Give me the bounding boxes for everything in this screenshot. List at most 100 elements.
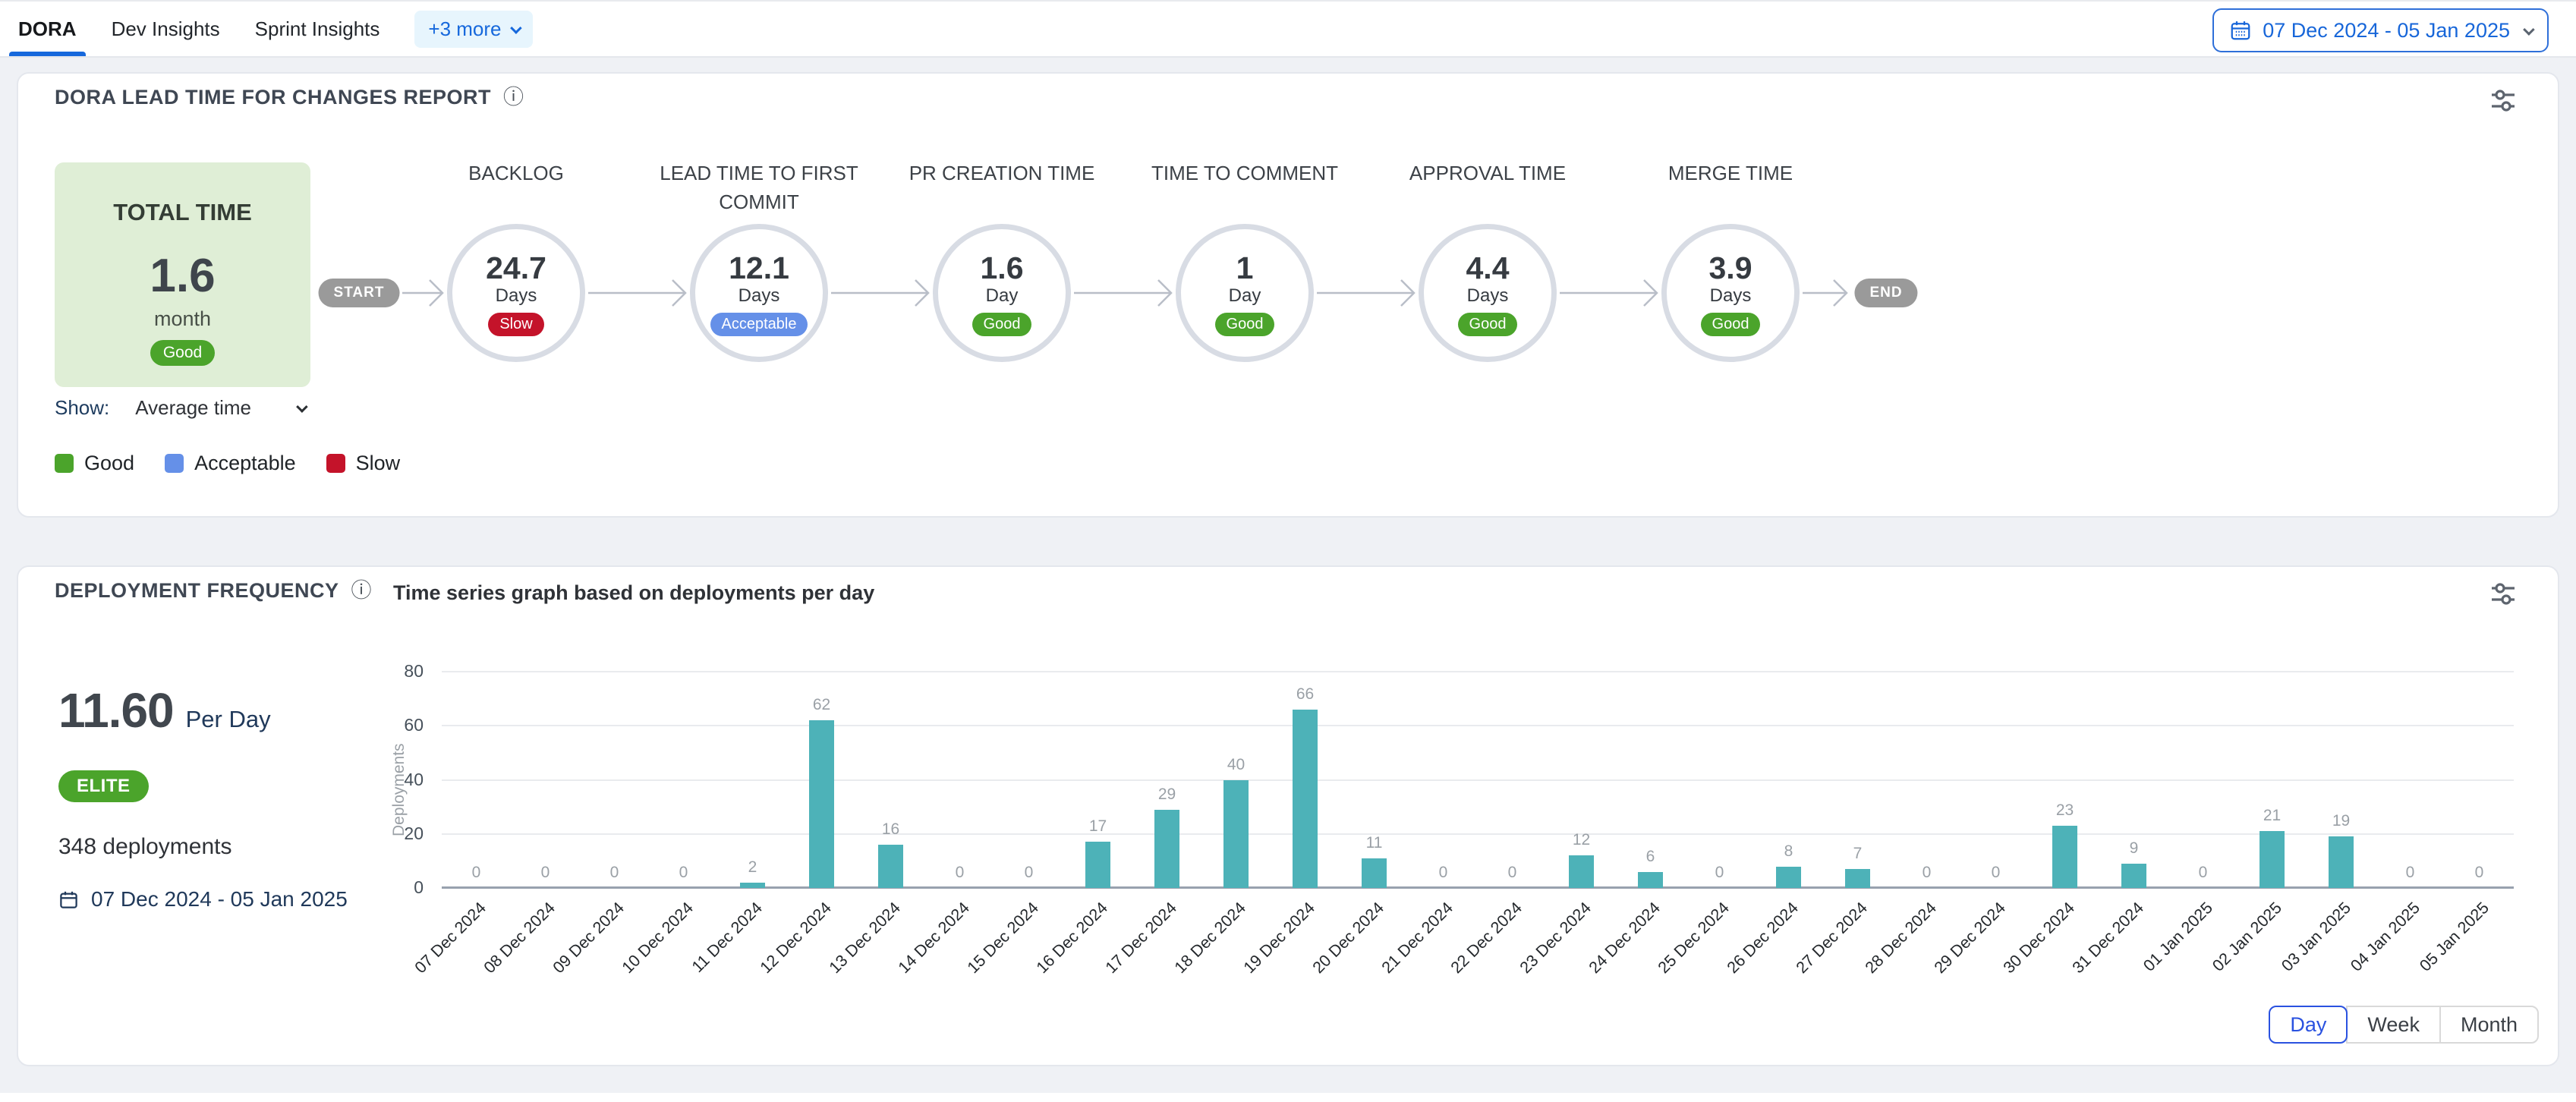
legend-swatch-icon bbox=[55, 454, 74, 473]
stage-unit: Days bbox=[738, 285, 780, 306]
stage-status-badge: Good bbox=[1457, 312, 1518, 336]
granularity-week-button[interactable]: Week bbox=[2346, 1006, 2441, 1044]
bar-value-label: 9 bbox=[2129, 839, 2139, 857]
deployment-total: 348 deployments bbox=[58, 834, 232, 859]
bar-value-label: 21 bbox=[2263, 807, 2282, 825]
show-metric-select[interactable]: Show: Average time bbox=[55, 396, 308, 420]
tab-dev-insights[interactable]: Dev Insights bbox=[111, 17, 220, 40]
flow-end-pill: END bbox=[1854, 279, 1918, 307]
deployment-rate-value: 11.60 bbox=[58, 683, 175, 738]
deployment-bar bbox=[740, 882, 765, 888]
deployment-bar bbox=[1293, 709, 1318, 888]
bar-value-label: 7 bbox=[1853, 845, 1863, 863]
lead-time-card-title: DORA LEAD TIME FOR CHANGES REPORT bbox=[55, 86, 492, 109]
deployment-card-header: DEPLOYMENT FREQUENCY ⓘ bbox=[55, 579, 372, 603]
y-axis-tick-label: 20 bbox=[404, 823, 424, 843]
bar-value-label: 0 bbox=[1991, 864, 2001, 881]
info-icon[interactable]: ⓘ bbox=[351, 579, 372, 602]
deployment-bar bbox=[1638, 871, 1663, 888]
info-icon[interactable]: ⓘ bbox=[503, 86, 524, 109]
legend-swatch-icon bbox=[165, 454, 184, 473]
footer-strip bbox=[0, 1093, 2576, 1102]
x-axis-tick-label: 22 Dec 2024 bbox=[1447, 899, 1526, 978]
bar-value-label: 8 bbox=[1784, 842, 1793, 860]
total-time-tile: TOTAL TIME 1.6 month Good bbox=[55, 162, 310, 387]
more-tabs-button[interactable]: +3 more bbox=[414, 10, 533, 48]
status-legend: Good Acceptable Slow bbox=[55, 452, 400, 475]
stage-name: BACKLOG bbox=[468, 162, 564, 184]
stage-circle: 24.7 Days Slow bbox=[447, 224, 585, 362]
bar-value-label: 0 bbox=[955, 864, 965, 881]
x-axis-tick-label: 26 Dec 2024 bbox=[1723, 899, 1802, 978]
x-axis-tick-label: 17 Dec 2024 bbox=[1101, 899, 1180, 978]
granularity-month-button[interactable]: Month bbox=[2439, 1006, 2539, 1044]
bar-value-label: 17 bbox=[1088, 817, 1107, 836]
stage-status-badge: Acceptable bbox=[710, 312, 808, 336]
lead-time-report-card: DORA LEAD TIME FOR CHANGES REPORT ⓘ TOTA… bbox=[17, 72, 2559, 518]
y-axis-tick-label: 0 bbox=[414, 877, 424, 897]
flow-arrow-icon bbox=[831, 279, 930, 307]
x-axis-tick-label: 08 Dec 2024 bbox=[480, 899, 559, 978]
legend-label: Slow bbox=[355, 452, 401, 474]
stage-name: LEAD TIME TO FIRST COMMIT bbox=[660, 162, 858, 213]
active-tab-underline bbox=[9, 52, 86, 56]
bar-value-label: 0 bbox=[1024, 864, 1034, 881]
x-axis-tick-label: 16 Dec 2024 bbox=[1032, 899, 1111, 978]
stage-value: 1.6 bbox=[980, 250, 1024, 285]
stage-circle: 4.4 Days Good bbox=[1419, 224, 1557, 362]
flow-arrow-icon bbox=[402, 279, 444, 307]
granularity-toggle: Day Week Month bbox=[2269, 1006, 2539, 1044]
x-axis-tick-label: 20 Dec 2024 bbox=[1308, 899, 1387, 978]
deployment-bar bbox=[2260, 831, 2285, 888]
deployment-bar bbox=[2052, 826, 2077, 888]
performance-tier-badge: ELITE bbox=[58, 770, 149, 802]
stage-unit: Days bbox=[1466, 285, 1509, 306]
lead-time-flow: START BACKLOG 24.7 Days Slow LEAD TIME TO FIR… bbox=[18, 74, 2558, 516]
tab-dora[interactable]: DORA bbox=[9, 2, 86, 56]
flow-arrow-icon bbox=[1074, 279, 1173, 307]
total-time-label: TOTAL TIME bbox=[113, 199, 252, 225]
deployment-bar bbox=[1776, 866, 1801, 888]
total-time-value: 1.6 bbox=[150, 250, 216, 302]
chart-settings-button[interactable] bbox=[2489, 581, 2518, 612]
date-range-picker[interactable]: 07 Dec 2024 - 05 Jan 2025 bbox=[2212, 8, 2549, 52]
x-axis-tick-label: 01 Jan 2025 bbox=[2139, 899, 2216, 975]
x-axis-tick-label: 28 Dec 2024 bbox=[1861, 899, 1940, 978]
stage-unit: Day bbox=[1228, 285, 1261, 306]
bar-value-label: 0 bbox=[1438, 864, 1448, 881]
bar-value-label: 0 bbox=[609, 864, 619, 881]
stage-unit: Days bbox=[1709, 285, 1752, 306]
x-axis-tick-label: 02 Jan 2025 bbox=[2208, 899, 2285, 975]
x-axis-tick-label: 07 Dec 2024 bbox=[411, 899, 490, 978]
tab-sprint-insights[interactable]: Sprint Insights bbox=[254, 17, 380, 40]
bar-value-label: 11 bbox=[1365, 833, 1383, 852]
bar-value-label: 12 bbox=[1572, 831, 1591, 849]
stage-name: TIME TO COMMENT bbox=[1151, 162, 1339, 184]
gridline bbox=[442, 779, 2514, 781]
stage-value: 12.1 bbox=[729, 250, 789, 285]
deployment-bar bbox=[1362, 858, 1387, 888]
x-axis-tick-label: 23 Dec 2024 bbox=[1516, 899, 1595, 978]
legend-item-slow: Slow bbox=[326, 452, 401, 475]
date-range-label: 07 Dec 2024 - 05 Jan 2025 bbox=[2263, 18, 2510, 42]
show-label: Show: bbox=[55, 396, 110, 419]
bar-value-label: 16 bbox=[881, 820, 900, 838]
stage-circle: 12.1 Days Acceptable bbox=[690, 224, 828, 362]
sliders-icon bbox=[2492, 90, 2515, 112]
bar-value-label: 0 bbox=[540, 864, 550, 881]
bar-value-label: 2 bbox=[748, 858, 757, 876]
flow-arrow-icon bbox=[1317, 279, 1416, 307]
y-axis-tick-label: 40 bbox=[404, 769, 424, 789]
stage-unit: Days bbox=[495, 285, 537, 306]
stage-name: MERGE TIME bbox=[1667, 162, 1793, 184]
bar-value-label: 62 bbox=[812, 696, 831, 714]
granularity-day-button[interactable]: Day bbox=[2269, 1006, 2348, 1044]
stage-name: PR CREATION TIME bbox=[909, 162, 1095, 184]
chevron-down-icon bbox=[509, 21, 522, 34]
deployment-date-range: 07 Dec 2024 - 05 Jan 2025 bbox=[58, 887, 348, 912]
deployment-frequency-card: DEPLOYMENT FREQUENCY ⓘ Time series graph… bbox=[17, 565, 2559, 1066]
chart-settings-button[interactable] bbox=[2489, 87, 2518, 118]
bar-value-label: 29 bbox=[1157, 785, 1176, 803]
x-axis-tick-label: 30 Dec 2024 bbox=[1999, 899, 2078, 978]
legend-item-good: Good bbox=[55, 452, 134, 475]
